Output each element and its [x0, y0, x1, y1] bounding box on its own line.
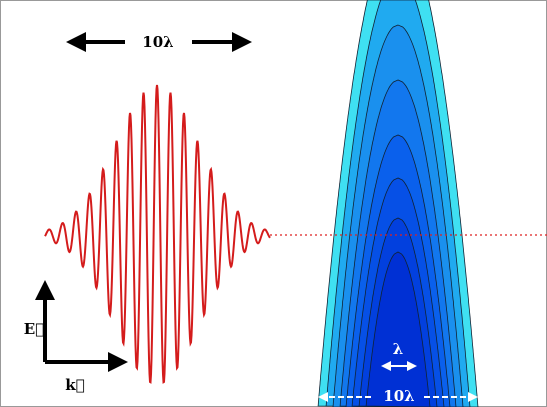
beam-width-label: 10λ	[383, 387, 414, 405]
beam	[317, 0, 479, 407]
k-label: k⃗	[65, 376, 84, 394]
e-label: E⃗	[24, 320, 44, 338]
wavelength-label: λ	[393, 340, 404, 358]
wave-packet	[44, 84, 271, 384]
width-label: 10λ	[142, 33, 173, 51]
